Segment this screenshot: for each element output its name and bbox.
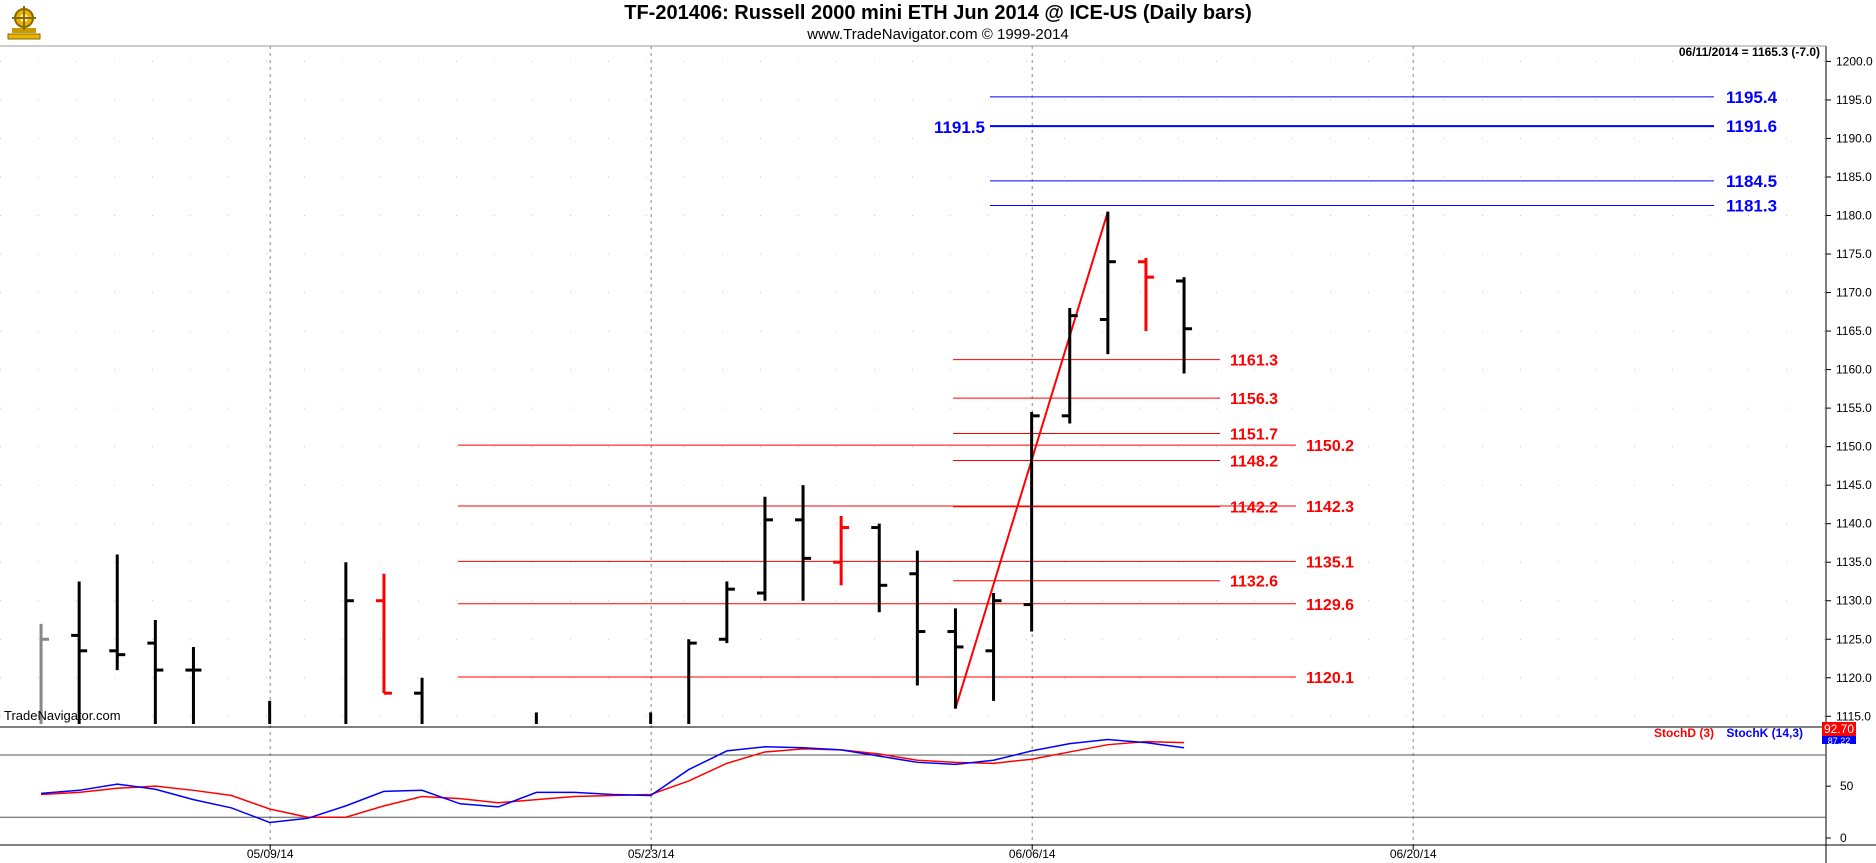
y-tick-label: 1125.0: [1836, 632, 1872, 646]
x-tick-label: 06/06/14: [1009, 847, 1056, 861]
x-tick-label: 06/20/14: [1390, 847, 1437, 861]
red-level-label-long: 1129.6: [1306, 597, 1354, 614]
y-tick-label: 1130.0: [1836, 594, 1872, 608]
y-tick-label: 1165.0: [1836, 324, 1872, 338]
x-tick-label: 05/09/14: [247, 847, 294, 861]
stoch-d-value: 92.70: [1824, 722, 1854, 736]
y-tick-label: 1120.0: [1836, 671, 1872, 685]
red-level-label-long: 1150.2: [1306, 438, 1354, 455]
stoch-k-value: 87.22: [1828, 736, 1851, 746]
chart-title: TF-201406: Russell 2000 mini ETH Jun 201…: [624, 2, 1252, 24]
y-tick-label: 1160.0: [1836, 363, 1872, 377]
x-tick-label: 05/23/14: [628, 847, 675, 861]
red-level-label: 1156.3: [1230, 391, 1278, 408]
red-level-label-long: 1135.1: [1306, 554, 1354, 571]
y-tick-label: 1180.0: [1836, 209, 1872, 223]
y-tick-label: 1150.0: [1836, 440, 1872, 454]
y-tick-label: 1200.0: [1836, 54, 1873, 68]
red-level-label: 1132.6: [1230, 574, 1278, 591]
stoch-k-value-badge: [1822, 736, 1856, 744]
chart-subtitle: www.TradeNavigator.com © 1999-2014: [807, 26, 1069, 43]
watermark: TradeNavigator.com: [4, 708, 121, 723]
blue-level-label: 1181.3: [1726, 196, 1777, 215]
blue-level-label: 1191.6: [1726, 117, 1777, 136]
y-tick-label: 1195.0: [1836, 93, 1872, 107]
blue-left-label: 1191.5: [934, 118, 985, 137]
red-level-label: 1142.2: [1230, 500, 1278, 517]
red-level-label: 1148.2: [1230, 454, 1278, 471]
y-tick-label: 1135.0: [1836, 555, 1872, 569]
red-level-label: 1151.7: [1230, 427, 1278, 444]
stoch-k-legend: StochK (14,3): [1726, 726, 1803, 740]
blue-level-label: 1195.4: [1726, 88, 1778, 107]
y-tick-label: 1145.0: [1836, 478, 1872, 492]
price-readout: 06/11/2014 = 1165.3 (-7.0): [1679, 45, 1820, 59]
y-tick-label: 1155.0: [1836, 401, 1872, 415]
y-tick-label: 1170.0: [1836, 286, 1872, 300]
red-level-label-long: 1142.3: [1306, 499, 1354, 516]
stoch-y-tick-label: 50: [1840, 779, 1854, 793]
y-tick-label: 1140.0: [1836, 517, 1872, 531]
red-level-label-long: 1120.1: [1306, 670, 1354, 687]
y-tick-label: 1175.0: [1836, 247, 1872, 261]
stoch-d-value-badge: [1822, 722, 1856, 736]
stoch-k-line: [40, 738, 1185, 824]
red-level-label: 1161.3: [1230, 353, 1278, 370]
stoch-d-legend: StochD (3): [1654, 726, 1714, 740]
y-tick-label: 1185.0: [1836, 170, 1872, 184]
tradenavigator-logo-icon: [7, 6, 41, 40]
stoch-y-tick-label: 0: [1840, 831, 1847, 845]
chart-header: TF-201406: Russell 2000 mini ETH Jun 201…: [0, 0, 1876, 46]
blue-level-label: 1184.5: [1726, 172, 1777, 191]
y-tick-label: 1115.0: [1836, 709, 1871, 723]
y-tick-label: 1190.0: [1836, 131, 1872, 145]
stoch-d-line: [41, 740, 1185, 819]
